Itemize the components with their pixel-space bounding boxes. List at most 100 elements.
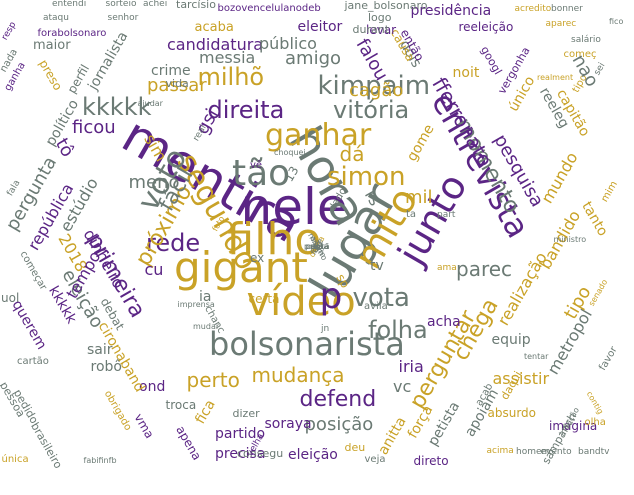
word: aparec: [545, 18, 577, 29]
word: homem: [516, 446, 551, 457]
word: logo: [368, 10, 392, 24]
word: ficou: [72, 117, 116, 138]
word: parec: [456, 257, 513, 281]
word: conta: [306, 242, 329, 251]
word: assistir: [492, 369, 550, 388]
word: defend: [299, 387, 377, 412]
word: realment: [537, 73, 574, 82]
word: consegu: [237, 446, 284, 460]
word: jn: [321, 323, 330, 334]
word: começ: [563, 49, 597, 60]
word: ministro: [553, 235, 587, 244]
word: dizer: [232, 406, 260, 420]
word: veja: [364, 454, 386, 465]
word: tão: [232, 153, 291, 194]
word: apena: [172, 423, 204, 463]
word: simon: [327, 162, 406, 192]
word: perto: [186, 368, 240, 392]
word: durant: [352, 22, 390, 36]
word: eleitor: [297, 19, 343, 35]
word: cagão: [349, 80, 404, 101]
word: cu: [144, 260, 164, 279]
word: bolsonarista: [209, 325, 405, 363]
word: acha: [427, 314, 461, 330]
word: troca: [165, 398, 197, 412]
word: posiçã: [304, 242, 330, 251]
word: choquei: [274, 148, 306, 157]
word: part: [437, 209, 456, 220]
word: equip: [491, 332, 531, 348]
word: público: [259, 34, 317, 53]
word: forabolsonaro: [37, 28, 107, 39]
word: salário: [571, 34, 601, 45]
word: olha: [584, 417, 606, 428]
word: vota: [352, 283, 410, 313]
word: tentar: [524, 352, 549, 361]
word: milhõ: [197, 63, 265, 91]
word: uol: [1, 291, 20, 305]
word: partido: [215, 426, 266, 442]
word: ajudar: [137, 99, 163, 108]
word: perfil: [64, 62, 92, 96]
word: fabifinfb: [83, 456, 117, 465]
word: vida: [165, 76, 189, 90]
word: pro: [310, 242, 324, 251]
word: certa: [248, 292, 280, 306]
word: mil: [405, 187, 433, 208]
word: p: [319, 276, 343, 317]
word: pauta: [305, 242, 329, 251]
word: precisa: [215, 446, 266, 462]
word: gigant: [174, 243, 308, 292]
word: maior: [33, 37, 71, 53]
word: acima: [486, 445, 514, 456]
word: senhor: [107, 12, 139, 23]
word: presidência: [410, 3, 492, 19]
word: bonner: [551, 3, 583, 14]
word: sair: [87, 342, 113, 358]
word: noit: [452, 65, 480, 81]
word: ia: [199, 289, 212, 305]
word: candidatura: [167, 35, 264, 54]
word: brasileiro: [27, 419, 65, 471]
word: bozovencelulanodeb: [217, 3, 321, 14]
word: direto: [413, 454, 449, 468]
word: soraya: [264, 416, 312, 432]
word: anitta: [374, 414, 410, 458]
word: imprensa: [177, 300, 215, 309]
word: mudança: [251, 363, 345, 387]
word: meno: [128, 172, 180, 193]
word: direita: [207, 96, 285, 124]
word: achei: [143, 0, 168, 9]
word: deu: [344, 440, 366, 454]
word: ond: [139, 379, 166, 395]
word: levar: [366, 23, 397, 37]
word: passar: [147, 75, 207, 96]
word: imagina: [549, 419, 598, 433]
word: messia: [199, 48, 256, 67]
word: absurdo: [487, 406, 537, 420]
word: gome: [403, 121, 438, 165]
word: resp: [0, 19, 18, 42]
word: em: [310, 242, 324, 251]
word: vitória: [333, 96, 410, 124]
word: única: [1, 454, 29, 465]
word: obrigado: [101, 388, 134, 433]
word: tarcísio: [176, 0, 216, 11]
word: vê: [250, 160, 263, 171]
word: vma: [131, 411, 157, 441]
word: robô: [90, 359, 122, 375]
word: crime: [151, 63, 191, 79]
word: jane_bolsonaro: [344, 0, 428, 12]
word: filho: [226, 214, 322, 265]
word: entendi: [52, 0, 87, 9]
word: favor: [597, 344, 620, 373]
word: querem: [8, 297, 50, 353]
word: ama: [437, 262, 457, 273]
word: folha: [368, 316, 428, 344]
word: vc: [393, 377, 412, 396]
word: iria: [398, 357, 424, 376]
word: mundo: [537, 148, 582, 207]
word: acaba: [194, 19, 234, 35]
word: acredito: [514, 3, 552, 14]
